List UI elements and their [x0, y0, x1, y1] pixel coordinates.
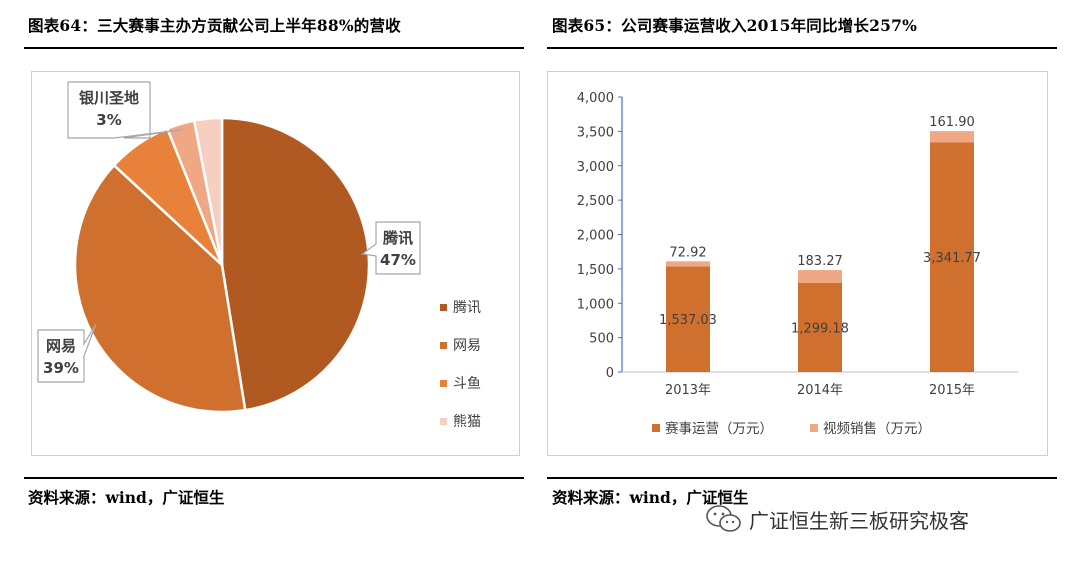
- y-tick-label-6: 3,000: [577, 160, 614, 175]
- y-tick-label-3: 1,500: [577, 263, 614, 278]
- y-tick-label-2: 1,000: [577, 297, 614, 312]
- wechat-icon: [706, 505, 741, 532]
- pie-legend-label-2: 斗鱼: [453, 375, 481, 392]
- pie-slice-4: [192, 116, 224, 266]
- bar-1-1: [798, 270, 842, 283]
- callout-box-1: [37, 323, 97, 383]
- pie-legend-label-1: 网易: [453, 338, 481, 354]
- bar-label-0-0: 1,537.03: [659, 313, 717, 328]
- pie-legend-label-3: 熊猫: [453, 414, 481, 430]
- right-source-note: 资料来源：wind，广证恒生: [552, 488, 749, 507]
- bar-chart-panel: 0 500 1,000 1,500 2,000 2,500 3,000 3,500 4,000 2…: [547, 71, 1048, 456]
- callout-box-0: [361, 221, 421, 275]
- pie-legend-swatch-0: [440, 304, 447, 311]
- bar-label-0-2: 3,341.77: [923, 251, 981, 266]
- bar-0-2: [930, 142, 974, 372]
- right-figure-title: 图表65：公司赛事运营收入2015年同比增长257%: [552, 16, 917, 35]
- y-tick-label-5: 2,500: [577, 194, 614, 209]
- bar-label-0-1: 1,299.18: [791, 321, 849, 336]
- bar-legend-swatch-1: [810, 424, 818, 432]
- y-tick-label-0: 0: [606, 366, 614, 381]
- x-tick-label-0: 2013年: [665, 383, 711, 398]
- x-tick-label-1: 2014年: [797, 383, 843, 398]
- y-tick-label-1: 500: [589, 332, 614, 347]
- bar-0-1: [798, 282, 842, 372]
- y-tick-label-8: 4,000: [577, 91, 614, 106]
- watermark: 广证恒生新三板研究极客: [705, 504, 969, 534]
- left-figure-title: 图表64：三大赛事主办方贡献公司上半年88%的营收: [28, 16, 401, 35]
- bar-legend-label-0: 赛事运营（万元）: [665, 421, 773, 437]
- left-source-rule: [24, 477, 524, 479]
- left-title-rule: [24, 47, 524, 49]
- y-tick-label-4: 2,000: [577, 229, 614, 244]
- bar-0-0: [666, 266, 710, 372]
- bar-chart: 0 500 1,000 1,500 2,000 2,500 3,000 3,500 4,000 2…: [577, 91, 1018, 437]
- pie-slice-0: [220, 116, 371, 412]
- pie-chart-panel: 腾讯 47% 网易 39% 银川圣地 3% 腾讯网易斗鱼熊猫: [31, 71, 520, 456]
- right-source-rule: [547, 477, 1057, 479]
- y-tick-label-7: 3,500: [577, 125, 614, 140]
- callout-pct-2: 3%: [96, 111, 121, 129]
- x-tick-label-2: 2015年: [929, 383, 975, 398]
- pie-legend-swatch-2: [440, 380, 447, 387]
- pie-legend-label-0: 腾讯: [453, 299, 481, 316]
- bar-label-1-0: 72.92: [669, 245, 706, 260]
- bar-1-0: [666, 261, 710, 267]
- callout-name-2: 银川圣地: [79, 89, 139, 107]
- bar-1-2: [930, 131, 974, 143]
- right-title-rule: [547, 47, 1057, 49]
- callout-name-0: 腾讯: [382, 229, 413, 247]
- callout-pct-1: 39%: [43, 359, 79, 377]
- bar-label-1-1: 183.27: [797, 254, 843, 269]
- bar-label-1-2: 161.90: [929, 115, 975, 130]
- bar-legend-label-1: 视频销售（万元）: [823, 421, 931, 437]
- left-source-note: 资料来源：wind，广证恒生: [28, 488, 225, 507]
- watermark-text: 广证恒生新三板研究极客: [749, 508, 969, 533]
- callout-name-1: 网易: [46, 337, 76, 355]
- callout-pct-0: 47%: [380, 251, 416, 269]
- pie-legend-swatch-3: [440, 418, 447, 425]
- pie-legend-swatch-1: [440, 342, 447, 349]
- callout-box-2: [67, 81, 183, 139]
- bar-legend-swatch-0: [652, 424, 660, 432]
